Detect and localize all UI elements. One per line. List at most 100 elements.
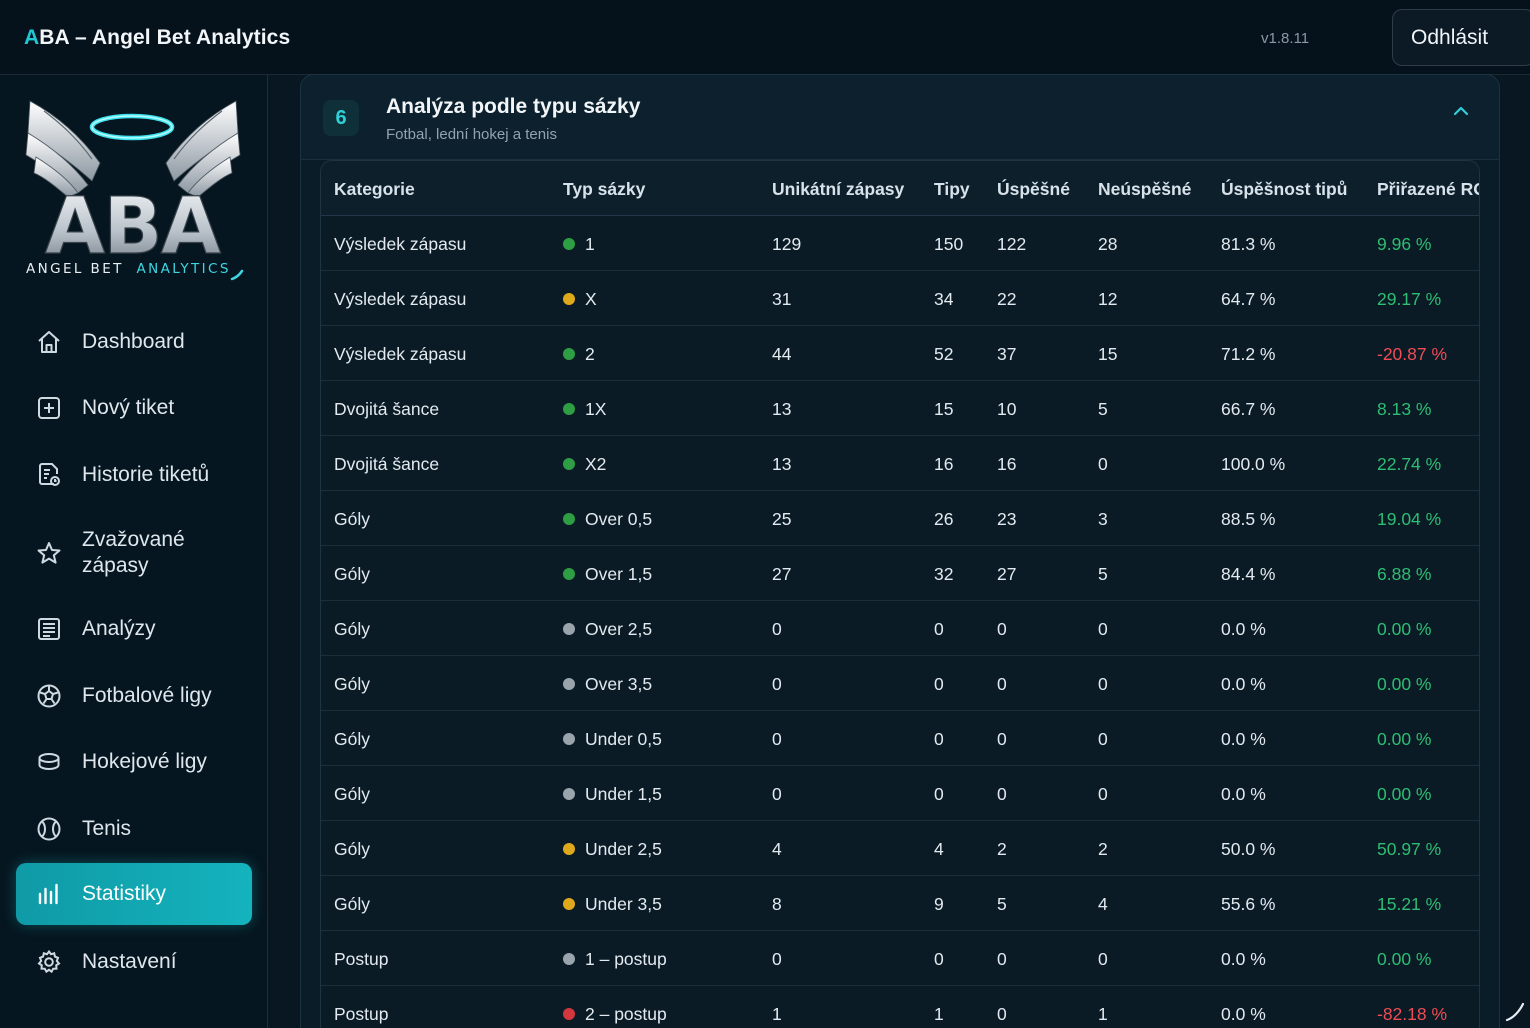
cell-uspesne: 0 (997, 784, 1007, 804)
cell-prirazene-roi: 19.04 % (1377, 509, 1442, 529)
cell-tipy: 4 (934, 839, 944, 859)
cell-kategorie: Postup (334, 949, 389, 969)
sidebar-item-dashboard[interactable]: Dashboard (16, 309, 252, 374)
sidebar-item-label: Fotbalové ligy (82, 683, 212, 707)
cell-tipy: 0 (934, 784, 944, 804)
cell-uspesnost-tipu: 88.5 % (1221, 509, 1276, 529)
cell-neuspesne: 3 (1098, 509, 1108, 529)
column-header-uspesne[interactable]: Úspěšné (997, 179, 1070, 199)
column-header-prirazene-roi[interactable]: Přiřazené ROI (1377, 179, 1479, 199)
sidebar-item-considered-matches[interactable]: Zvažované zápasy (16, 515, 252, 590)
section-number-badge: 6 (323, 100, 359, 136)
cell-kategorie: Výsledek zápasu (334, 289, 467, 309)
column-header-neuspesne[interactable]: Neúspěšné (1098, 179, 1192, 199)
sidebar-item-label: Hokejové ligy (82, 749, 207, 773)
table-row[interactable]: Góly Over 3,5 0 0 0 0 0.0 % 0.00 % (321, 656, 1479, 711)
chevron-up-icon[interactable] (1451, 101, 1471, 121)
cell-tipy: 26 (934, 509, 954, 529)
cell-neuspesne: 0 (1098, 674, 1108, 694)
sidebar-item-statistics[interactable]: Statistiky (16, 863, 252, 925)
svg-text:ABA: ABA (45, 182, 221, 272)
cell-kategorie: Góly (334, 729, 370, 749)
table-row[interactable]: Dvojitá šance X2 13 16 16 0 100.0 % 22.74 % (321, 436, 1479, 491)
table-row[interactable]: Výsledek zápasu X 31 34 22 12 64.7 % 29.17 % (321, 271, 1479, 326)
sidebar-item-settings[interactable]: Nastavení (16, 929, 252, 994)
sidebar-item-new-ticket[interactable]: Nový tiket (16, 375, 252, 440)
table-row[interactable]: Góly Under 1,5 0 0 0 0 0.0 % 0.00 % (321, 766, 1479, 821)
gear-icon (36, 949, 62, 975)
table-row[interactable]: Výsledek zápasu 1 129 150 122 28 81.3 % 9.96 % (321, 216, 1479, 271)
table-row[interactable]: Dvojitá šance 1X 13 15 10 5 66.7 % 8.13 % (321, 381, 1479, 436)
cell-neuspesne: 4 (1098, 894, 1108, 914)
status-dot (563, 458, 575, 470)
cell-prirazene-roi: 6.88 % (1377, 564, 1432, 584)
section-title: Analýza podle typu sázky (386, 95, 641, 118)
home-icon (36, 329, 62, 355)
cell-prirazene-roi: 8.13 % (1377, 399, 1432, 419)
sidebar-item-label: Historie tiketů (82, 462, 210, 486)
cell-uspesne: 122 (997, 234, 1027, 254)
column-header-unikatni-zapasy[interactable]: Unikátní zápasy (772, 179, 905, 199)
cell-typ-sazky: Over 1,5 (585, 564, 653, 584)
cell-typ-sazky: 1 – postup (585, 949, 667, 969)
column-header-typ-sazky[interactable]: Typ sázky (563, 179, 646, 199)
cell-tipy: 150 (934, 234, 964, 254)
cell-kategorie: Góly (334, 894, 370, 914)
cell-neuspesne: 0 (1098, 619, 1108, 639)
cell-neuspesne: 0 (1098, 784, 1108, 804)
table-row[interactable]: Góly Under 3,5 8 9 5 4 55.6 % 15.21 % (321, 876, 1479, 931)
tennis-ball-icon (36, 816, 62, 842)
cell-neuspesne: 15 (1098, 344, 1118, 364)
column-header-kategorie[interactable]: Kategorie (334, 179, 415, 199)
sidebar-item-hockey-leagues[interactable]: Hokejové ligy (16, 729, 252, 794)
table-row[interactable]: Góly Over 2,5 0 0 0 0 0.0 % 0.00 % (321, 601, 1479, 656)
sidebar-item-label: Analýzy (82, 616, 156, 640)
bet-type-table: Kategorie Typ sázky Unikátní zápasy Tipy… (320, 160, 1480, 1028)
sidebar-item-label: Statistiky (82, 882, 167, 905)
cell-neuspesne: 0 (1098, 454, 1108, 474)
cell-prirazene-roi: 9.96 % (1377, 234, 1432, 254)
sidebar-item-label: Zvažované zápasy (82, 527, 185, 577)
cell-typ-sazky: 1 (585, 234, 595, 254)
cell-unikatni-zapasy: 0 (772, 784, 782, 804)
table-row[interactable]: Góly Under 2,5 4 4 2 2 50.0 % 50.97 % (321, 821, 1479, 876)
sidebar-item-analyses[interactable]: Analýzy (16, 596, 252, 661)
cell-uspesnost-tipu: 0.0 % (1221, 729, 1266, 749)
plus-square-icon (36, 395, 62, 421)
cell-kategorie: Góly (334, 509, 370, 529)
cell-prirazene-roi: 50.97 % (1377, 839, 1442, 859)
resize-handle-icon[interactable] (1503, 1000, 1527, 1024)
sidebar-item-tennis[interactable]: Tenis (16, 796, 252, 861)
cell-kategorie: Góly (334, 784, 370, 804)
sidebar-item-label: Nastavení (82, 949, 177, 973)
cell-prirazene-roi: -82.18 % (1377, 1004, 1448, 1024)
table-row[interactable]: Góly Under 0,5 0 0 0 0 0.0 % 0.00 % (321, 711, 1479, 766)
cell-unikatni-zapasy: 0 (772, 729, 782, 749)
cell-unikatni-zapasy: 31 (772, 289, 792, 309)
cell-tipy: 0 (934, 674, 944, 694)
column-header-tipy[interactable]: Tipy (934, 179, 970, 199)
cell-prirazene-roi: 22.74 % (1377, 454, 1442, 474)
table-row[interactable]: Góly Over 0,5 25 26 23 3 88.5 % 19.04 % (321, 491, 1479, 546)
table-header: Kategorie Typ sázky Unikátní zápasy Tipy… (321, 161, 1479, 216)
cell-uspesnost-tipu: 0.0 % (1221, 949, 1266, 969)
table-row[interactable]: Góly Over 1,5 27 32 27 5 84.4 % 6.88 % (321, 546, 1479, 601)
cell-uspesnost-tipu: 0.0 % (1221, 619, 1266, 639)
cell-unikatni-zapasy: 27 (772, 564, 792, 584)
sidebar-item-football-leagues[interactable]: Fotbalové ligy (16, 663, 252, 728)
cell-prirazene-roi: 0.00 % (1377, 619, 1432, 639)
column-header-uspesnost-tipu[interactable]: Úspěšnost tipů (1221, 179, 1348, 199)
sidebar-item-label: Nový tiket (82, 395, 175, 419)
cell-tipy: 9 (934, 894, 944, 914)
panel-header[interactable]: 6 Analýza podle typu sázky Fotbal, lední… (301, 75, 1499, 160)
sidebar-item-ticket-history[interactable]: Historie tiketů (16, 442, 252, 507)
app-title: ABA – Angel Bet Analytics (24, 26, 291, 49)
cell-typ-sazky: Over 3,5 (585, 674, 653, 694)
table-row[interactable]: Postup 2 – postup 1 1 0 1 0.0 % -82.18 % (321, 986, 1479, 1028)
cell-typ-sazky: Under 1,5 (585, 784, 662, 804)
cell-uspesne: 23 (997, 509, 1017, 529)
star-icon (36, 540, 62, 566)
logout-button[interactable]: Odhlásit (1392, 9, 1530, 66)
table-row[interactable]: Výsledek zápasu 2 44 52 37 15 71.2 % -20.87 % (321, 326, 1479, 381)
table-row[interactable]: Postup 1 – postup 0 0 0 0 0.0 % 0.00 % (321, 931, 1479, 986)
